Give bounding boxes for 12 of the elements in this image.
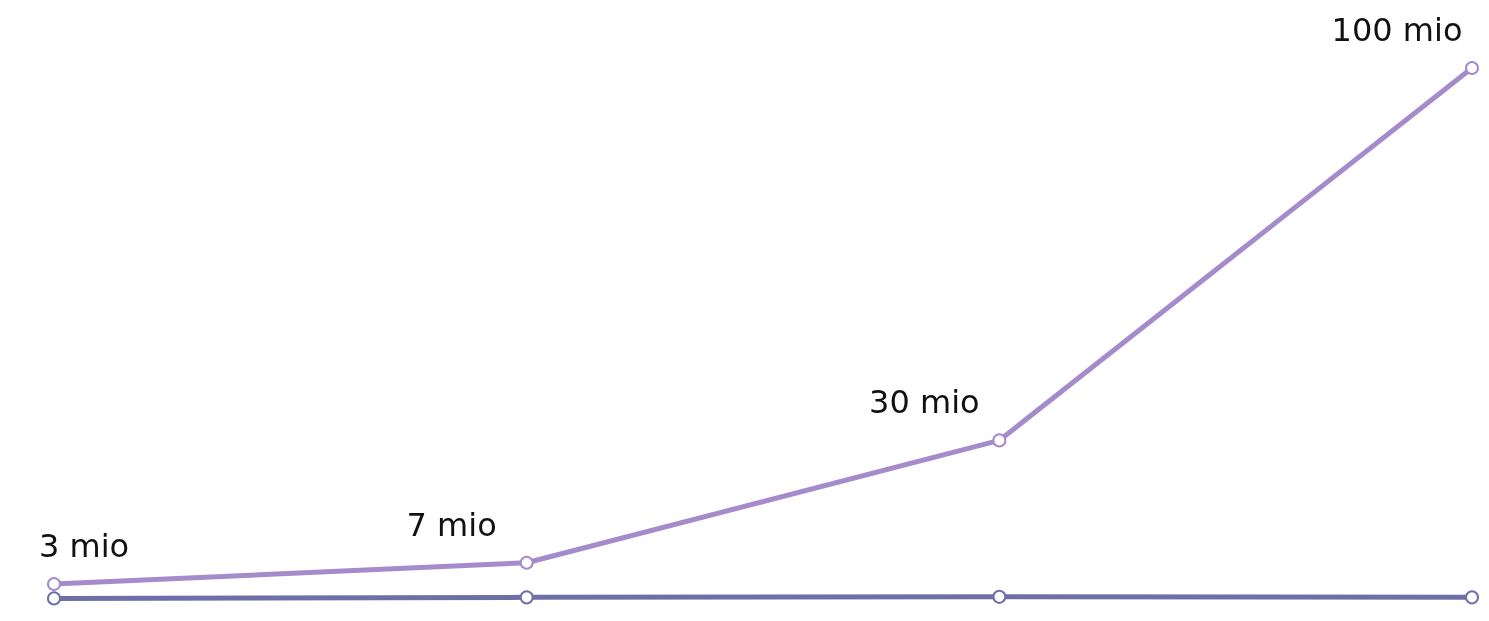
point — [992, 589, 1007, 604]
data-label: 30 mio — [869, 383, 980, 422]
point — [519, 555, 534, 570]
data-label: 7 mio — [406, 505, 497, 544]
point — [992, 433, 1007, 448]
point — [47, 591, 61, 606]
point — [47, 577, 61, 592]
point — [519, 590, 534, 605]
data-label: 3 mio — [38, 527, 130, 566]
point — [1465, 590, 1479, 605]
point — [1465, 61, 1479, 75]
data-label: 100 mio — [1331, 11, 1463, 49]
